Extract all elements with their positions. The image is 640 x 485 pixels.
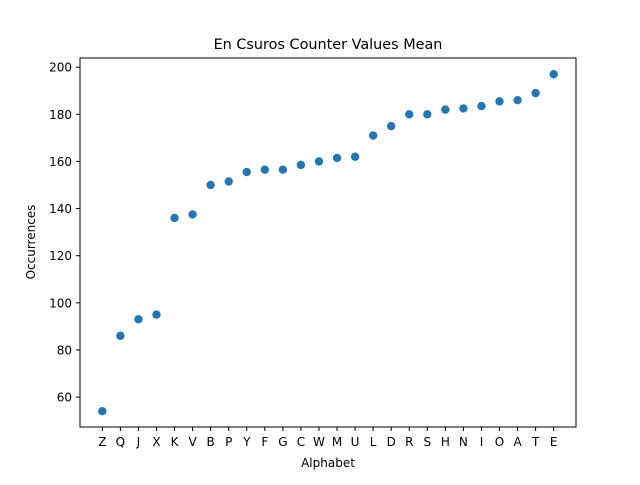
data-point-z bbox=[98, 407, 107, 416]
x-tick-label: O bbox=[495, 435, 504, 449]
y-tick-label: 100 bbox=[49, 296, 72, 310]
data-point-m bbox=[332, 153, 342, 163]
data-point-p bbox=[224, 177, 233, 186]
x-tick-label: D bbox=[387, 435, 396, 449]
x-axis-label: Alphabet bbox=[301, 456, 355, 470]
x-tick-label: K bbox=[171, 435, 180, 449]
x-tick-label: L bbox=[370, 435, 377, 449]
data-point-c bbox=[296, 160, 306, 170]
data-point-r bbox=[405, 110, 414, 119]
x-tick-label: F bbox=[261, 435, 268, 449]
x-tick-label: T bbox=[531, 435, 540, 449]
x-tick-label: X bbox=[152, 435, 160, 449]
data-point-d bbox=[386, 121, 396, 131]
data-point-e bbox=[549, 70, 558, 79]
plot-area bbox=[98, 70, 558, 416]
x-tick-label: E bbox=[550, 435, 558, 449]
data-point-k bbox=[170, 213, 179, 223]
data-point-i bbox=[477, 101, 486, 111]
data-point-n bbox=[459, 104, 468, 113]
data-point-b bbox=[206, 180, 215, 190]
y-axis-label: Occurrences bbox=[24, 205, 38, 280]
data-point-j bbox=[134, 315, 143, 324]
y-tick-label: 160 bbox=[49, 155, 72, 169]
x-tick-label: H bbox=[441, 435, 450, 449]
y-tick-label: 80 bbox=[57, 343, 72, 357]
x-tick-label: M bbox=[332, 435, 342, 449]
data-point-l bbox=[368, 131, 378, 140]
data-point-w bbox=[314, 157, 324, 166]
x-tick-label: A bbox=[513, 435, 522, 449]
x-tick-label: V bbox=[188, 435, 197, 449]
y-tick-label: 200 bbox=[49, 61, 72, 75]
data-point-s bbox=[423, 110, 432, 119]
x-tick-label: S bbox=[423, 435, 431, 449]
y-axis: 60 80 100 120 140 160 180 200 bbox=[49, 61, 80, 405]
data-point-y bbox=[242, 167, 251, 177]
x-tick-label: G bbox=[278, 435, 287, 449]
data-point-q bbox=[116, 331, 125, 341]
y-tick-label: 120 bbox=[49, 249, 72, 263]
data-point-t bbox=[531, 88, 540, 98]
x-tick-label: C bbox=[297, 435, 305, 449]
x-tick-label: B bbox=[207, 435, 215, 449]
data-point-f bbox=[260, 165, 270, 174]
x-tick-label: Z bbox=[98, 435, 106, 449]
x-tick-label: Q bbox=[116, 435, 125, 449]
x-tick-label: Y bbox=[242, 435, 251, 449]
x-tick-label: R bbox=[405, 435, 413, 449]
data-point-h bbox=[441, 105, 450, 114]
data-point-u bbox=[350, 152, 360, 161]
y-tick-label: 60 bbox=[57, 391, 72, 405]
axes-frame bbox=[79, 57, 577, 428]
data-point-v bbox=[188, 210, 197, 219]
x-tick-label: P bbox=[225, 435, 232, 449]
data-point-a bbox=[513, 95, 522, 105]
x-tick-label: U bbox=[351, 435, 360, 449]
data-point-o bbox=[495, 97, 504, 106]
data-point-g bbox=[278, 165, 288, 174]
chart-title: En Csuros Counter Values Mean bbox=[214, 37, 443, 53]
x-tick-label: J bbox=[136, 435, 141, 449]
y-tick-label: 140 bbox=[49, 202, 72, 216]
x-tick-label: N bbox=[459, 435, 468, 449]
x-tick-label: W bbox=[313, 435, 325, 449]
x-tick-label: I bbox=[480, 435, 484, 449]
y-tick-label: 180 bbox=[49, 108, 72, 122]
data-point-x bbox=[152, 310, 161, 319]
